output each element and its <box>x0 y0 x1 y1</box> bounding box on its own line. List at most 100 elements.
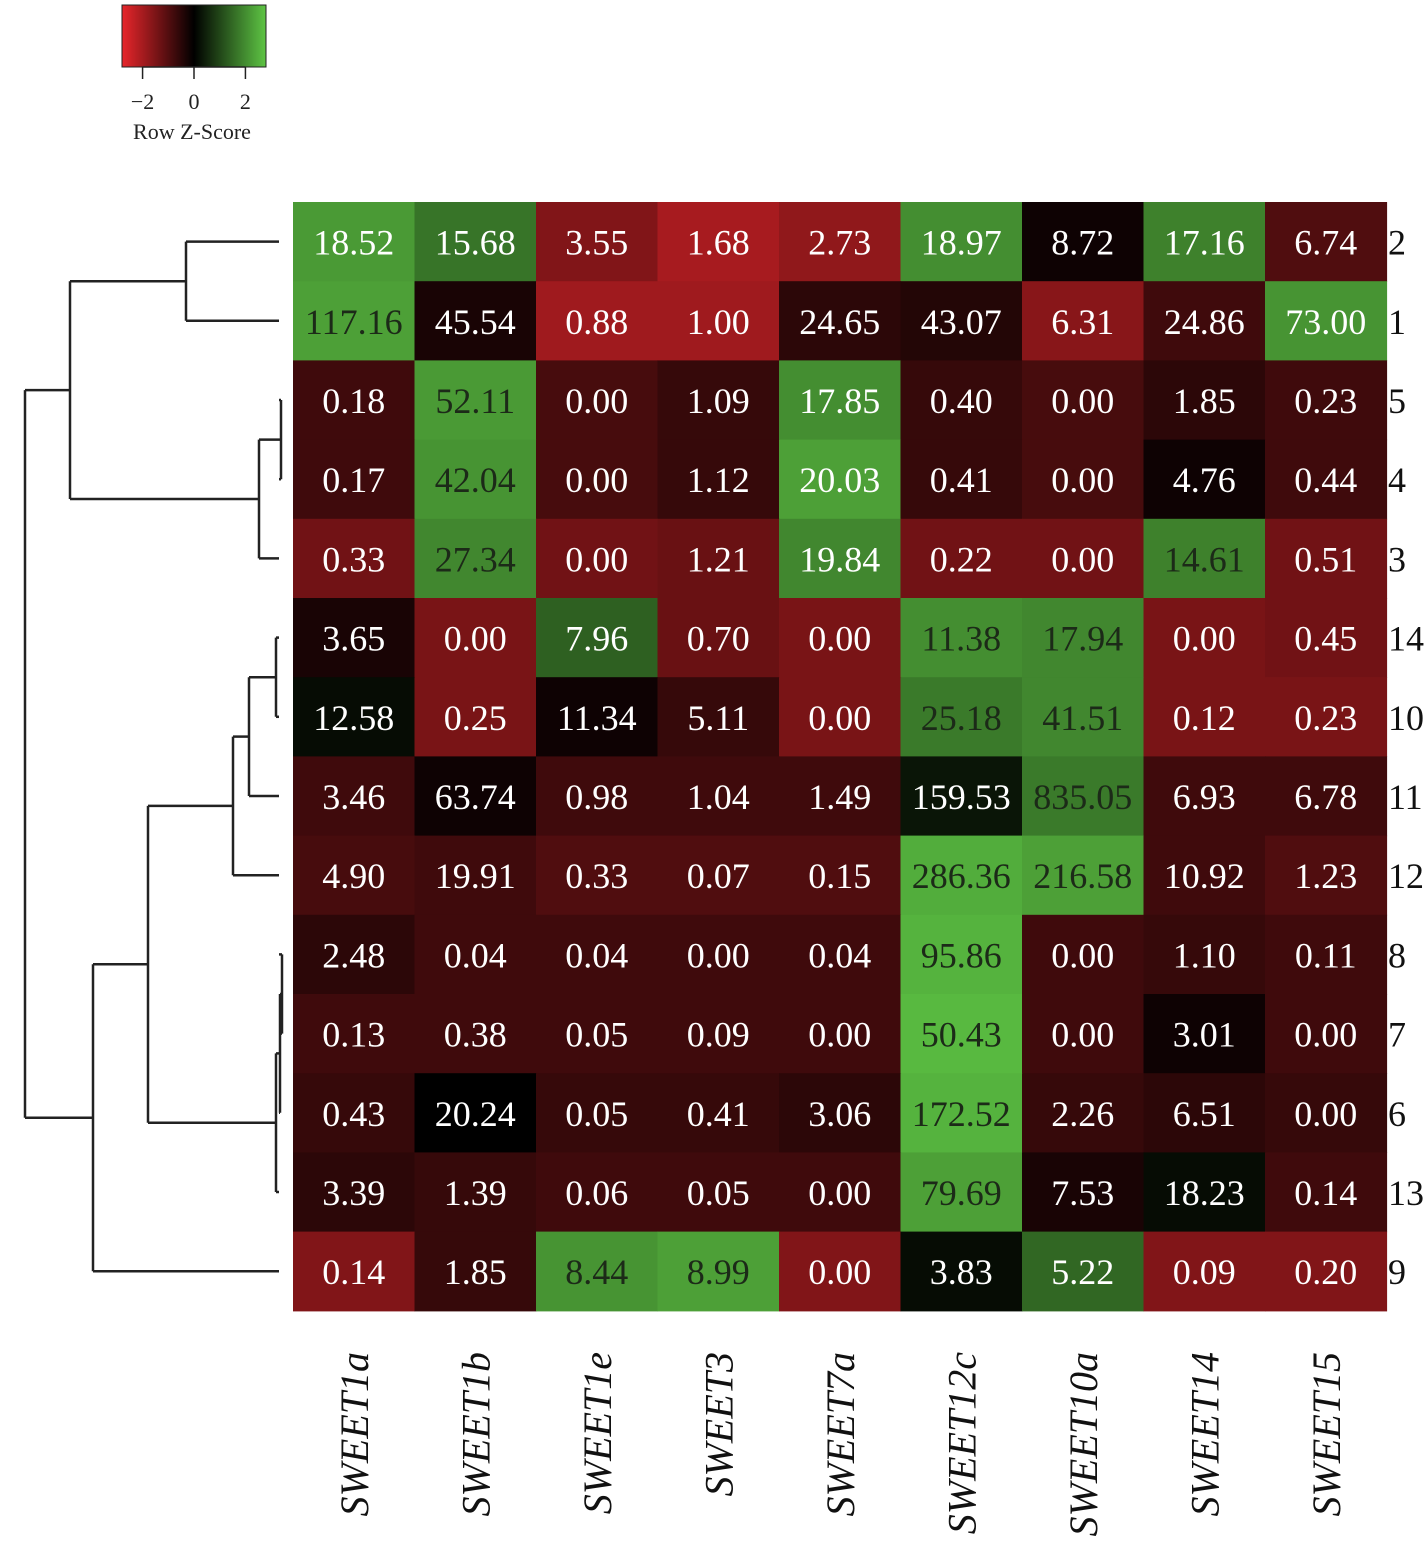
heatmap-cell <box>1022 202 1145 282</box>
cell-value-label: 0.00 <box>565 539 628 579</box>
heatmap-cell <box>293 518 416 599</box>
heatmap-cell <box>657 598 780 678</box>
cell-value-label: 0.22 <box>930 539 993 579</box>
cell-value-label: 0.23 <box>1294 381 1357 421</box>
heatmap-cell <box>536 994 659 1074</box>
cell-value-label: 18.23 <box>1164 1173 1245 1213</box>
heatmap-cell <box>414 756 537 837</box>
heatmap-cell <box>1143 835 1266 916</box>
row-label: 10 <box>1388 698 1424 738</box>
cell-value-label: 43.07 <box>921 302 1002 342</box>
heatmap-cell <box>900 360 1023 441</box>
cell-value-label: 1.09 <box>687 381 750 421</box>
color-key-title: Row Z-Score <box>133 119 251 144</box>
cell-value-label: 0.45 <box>1294 619 1357 659</box>
heatmap-cell <box>779 1231 902 1312</box>
cell-value-label: 0.38 <box>444 1015 507 1055</box>
heatmap-cell <box>1022 360 1145 441</box>
cell-value-label: 0.17 <box>322 460 385 500</box>
cell-value-label: 17.16 <box>1164 223 1245 263</box>
cell-value-label: 45.54 <box>435 302 516 342</box>
heatmap-cell <box>414 518 537 599</box>
heatmap-cell <box>414 1231 537 1312</box>
cell-value-label: 3.46 <box>322 777 385 817</box>
heatmap-cell <box>536 202 659 282</box>
cell-value-label: 14.61 <box>1164 539 1245 579</box>
cell-value-label: 0.04 <box>808 935 871 975</box>
cell-value-label: 8.72 <box>1051 223 1114 263</box>
cell-value-label: 27.34 <box>435 539 516 579</box>
cell-value-label: 0.00 <box>1051 1015 1114 1055</box>
heatmap-cell <box>536 677 659 757</box>
cell-value-label: 0.07 <box>687 856 750 896</box>
heatmap-cell <box>900 202 1023 282</box>
heatmap-cell <box>779 1152 902 1233</box>
cell-value-label: 3.55 <box>565 223 628 263</box>
row-label: 8 <box>1388 935 1406 975</box>
heatmap-cell <box>1265 281 1388 361</box>
heatmap-cell <box>779 360 902 441</box>
heatmap-cell <box>1143 1073 1266 1153</box>
heatmap-cell <box>900 994 1023 1074</box>
cell-value-label: 18.97 <box>921 223 1002 263</box>
heatmap-cell <box>900 281 1023 361</box>
heatmap-cell <box>414 202 537 282</box>
heatmap-cell <box>657 1152 780 1233</box>
heatmap-cell <box>1022 281 1145 361</box>
heatmap-cell <box>779 439 902 520</box>
heatmap-cell <box>536 439 659 520</box>
heatmap-cell <box>1022 598 1145 678</box>
cell-value-label: 5.22 <box>1051 1252 1114 1292</box>
heatmap-cell <box>293 914 416 995</box>
heatmap-cell <box>657 835 780 916</box>
heatmap-cell <box>536 1073 659 1153</box>
cell-value-label: 25.18 <box>921 698 1002 738</box>
column-labels: SWEET1a SWEET1b SWEET1e SWEET3 SWEET7a SWEET1… <box>332 1352 1349 1537</box>
heatmap-cell <box>1143 1231 1266 1312</box>
heatmap-cell <box>657 1073 780 1153</box>
color-key-ticks: −2 0 2 <box>131 66 251 114</box>
cell-value-label: 15.68 <box>435 223 516 263</box>
heatmap-cell <box>1265 518 1388 599</box>
cell-value-label: 117.16 <box>305 302 403 342</box>
heatmap-cell <box>779 835 902 916</box>
cell-value-label: 11.38 <box>921 619 1001 659</box>
row-label: 13 <box>1388 1173 1424 1213</box>
cell-value-label: 19.91 <box>435 856 516 896</box>
cell-value-label: 0.41 <box>687 1094 750 1134</box>
cell-value-label: 17.85 <box>799 381 880 421</box>
cell-value-label: 63.74 <box>435 777 516 817</box>
heatmap-cell <box>1143 518 1266 599</box>
cell-value-label: 2.73 <box>808 223 871 263</box>
cell-value-label: 0.41 <box>930 460 993 500</box>
column-label: SWEET12c <box>939 1352 984 1534</box>
heatmap-cell <box>1143 202 1266 282</box>
heatmap-cell <box>414 281 537 361</box>
cell-value-label: 286.36 <box>912 856 1011 896</box>
row-labels: 2 1 5 4 3 14 10 11 12 8 7 6 13 9 <box>1388 223 1424 1293</box>
cell-value-label: 6.78 <box>1294 777 1357 817</box>
cell-value-label: 6.74 <box>1294 223 1357 263</box>
cell-value-label: 0.09 <box>1173 1252 1236 1292</box>
cell-value-label: 0.15 <box>808 856 871 896</box>
cell-value-label: 1.04 <box>687 777 750 817</box>
heatmap-cell <box>1265 1231 1388 1312</box>
cell-value-label: 0.44 <box>1294 460 1357 500</box>
cell-value-label: 24.86 <box>1164 302 1245 342</box>
heatmap-cell <box>900 677 1023 757</box>
heatmap-cell <box>293 281 416 361</box>
cell-value-label: 20.03 <box>799 460 880 500</box>
row-label: 14 <box>1388 619 1424 659</box>
heatmap-cell <box>536 1152 659 1233</box>
cell-value-label: 1.68 <box>687 223 750 263</box>
heatmap-cell <box>293 360 416 441</box>
cell-value-label: 1.21 <box>687 539 750 579</box>
heatmap-cell <box>414 439 537 520</box>
heatmap-cell <box>657 518 780 599</box>
cell-value-label: 0.00 <box>565 460 628 500</box>
cell-value-label: 0.25 <box>444 698 507 738</box>
heatmap-cell <box>536 598 659 678</box>
heatmap-cell <box>414 1152 537 1233</box>
row-label: 7 <box>1388 1015 1406 1055</box>
heatmap-cell <box>1022 677 1145 757</box>
